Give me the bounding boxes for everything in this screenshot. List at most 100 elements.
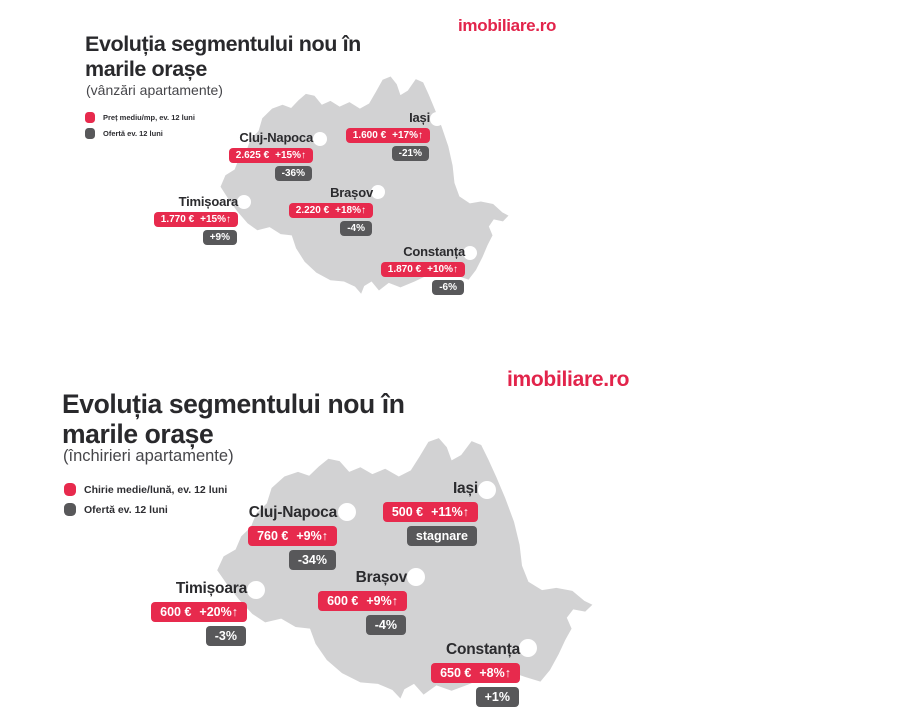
city-dot-brasov <box>407 568 425 586</box>
city-dot-iasi <box>430 112 444 126</box>
offer-pill: -4% <box>340 221 372 236</box>
red-square-icon <box>64 483 76 496</box>
offer-pill: +1% <box>475 687 519 707</box>
price-value: 1.770 € <box>160 214 195 225</box>
legend-label: Ofertă ev. 12 luni <box>103 129 163 138</box>
panel-rentals: imobiliare.ro Evoluția segmentului nou î… <box>0 356 917 712</box>
city-cluj-napoca: Cluj-Napoca 2.625 € +15%↑ -36% <box>228 130 313 181</box>
city-dot-constanta <box>463 246 477 260</box>
price-pill: 2.625 € +15%↑ <box>228 148 313 163</box>
city-constanta: Constanța 650 € +8%↑ +1% <box>431 641 520 707</box>
city-iasi: Iași 1.600 € +17%↑ -21% <box>345 110 430 161</box>
city-dot-constanta <box>519 639 537 657</box>
city-iasi: Iași 500 € +11%↑ stagnare <box>382 480 478 546</box>
romania-map-sales: Iași 1.600 € +17%↑ -21% Cluj-Napoca 2.62… <box>153 74 522 295</box>
rent-value: 600 € <box>160 605 192 619</box>
price-change: +15%↑ <box>275 150 306 161</box>
price-value: 2.220 € <box>295 205 330 216</box>
legend-item-rent: Chirie medie/lună, ev. 12 luni <box>64 483 227 496</box>
city-cluj-napoca: Cluj-Napoca 760 € +9%↑ -34% <box>248 504 337 570</box>
rent-pill: 760 € +9%↑ <box>248 526 337 546</box>
rent-change: +9%↑ <box>366 594 398 608</box>
romania-outline <box>220 76 509 294</box>
city-name: Cluj-Napoca <box>239 130 313 145</box>
city-name: Iași <box>452 480 478 497</box>
offer-pill: stagnare <box>406 526 477 546</box>
city-name: Constanța <box>446 641 520 658</box>
price-pill: 2.220 € +18%↑ <box>288 203 373 218</box>
gray-square-icon <box>85 128 95 139</box>
rent-pill: 600 € +9%↑ <box>318 591 407 611</box>
rent-pill: 650 € +8%↑ <box>431 663 520 683</box>
legend: Chirie medie/lună, ev. 12 luni Ofertă ev… <box>64 483 227 516</box>
brand-logo: imobiliare.ro <box>507 368 630 391</box>
city-name: Constanța <box>403 244 465 259</box>
city-dot-timisoara <box>237 195 251 209</box>
offer-pill: -3% <box>205 626 246 646</box>
price-value: 1.600 € <box>352 130 387 141</box>
city-dot-cluj-napoca <box>338 503 356 521</box>
offer-pill: -6% <box>432 280 464 295</box>
city-brasov: Brașov 600 € +9%↑ -4% <box>318 569 407 635</box>
city-name: Timișoara <box>175 580 247 597</box>
offer-pill: -36% <box>274 166 312 181</box>
red-square-icon <box>85 112 95 123</box>
rent-value: 600 € <box>327 594 359 608</box>
offer-pill: -34% <box>288 550 336 570</box>
romania-outline <box>217 438 593 699</box>
rent-value: 760 € <box>257 529 289 543</box>
city-name: Timișoara <box>178 194 239 209</box>
panel-title: Evoluția segmentului nou în marile orașe <box>85 32 361 81</box>
legend-label: Chirie medie/lună, ev. 12 luni <box>84 483 228 496</box>
city-dot-iasi <box>478 481 496 499</box>
price-change: +15%↑ <box>200 214 231 225</box>
offer-pill: -4% <box>365 615 406 635</box>
rent-pill: 500 € +11%↑ <box>382 502 478 522</box>
gray-square-icon <box>64 503 76 516</box>
rent-value: 650 € <box>440 666 472 680</box>
brand-logo: imobiliare.ro <box>458 16 557 35</box>
legend-label: Preț mediu/mp, ev. 12 luni <box>103 113 195 122</box>
panel-subtitle: (vânzări apartamente) <box>86 82 223 98</box>
city-dot-cluj-napoca <box>313 132 327 146</box>
city-name: Brașov <box>330 185 373 200</box>
panel-sales: imobiliare.ro Evoluția segmentului nou î… <box>85 16 557 295</box>
title-line1: Evoluția segmentului nou în <box>62 389 405 419</box>
rent-change: +9%↑ <box>296 529 328 543</box>
title-line1: Evoluția segmentului nou în <box>85 32 361 56</box>
title-line2: marile orașe <box>62 419 214 450</box>
city-dot-timisoara <box>247 581 265 599</box>
legend-item-offer: Ofertă ev. 12 luni <box>85 128 195 139</box>
rent-change: +20%↑ <box>199 605 238 619</box>
legend-label: Ofertă ev. 12 luni <box>84 503 168 516</box>
city-timisoara: Timișoara 600 € +20%↑ -3% <box>151 580 247 646</box>
city-name: Iași <box>409 110 430 125</box>
legend-item-price: Preț mediu/mp, ev. 12 luni <box>85 112 195 123</box>
rent-value: 500 € <box>391 505 424 519</box>
price-pill: 1.600 € +17%↑ <box>345 128 430 143</box>
price-change: +10%↑ <box>427 264 458 275</box>
price-pill: 1.770 € +15%↑ <box>153 212 238 227</box>
price-value: 1.870 € <box>387 264 422 275</box>
panel-title: Evoluția segmentului nou în marile orașe <box>62 389 405 450</box>
city-brasov: Brașov 2.220 € +18%↑ -4% <box>288 185 373 236</box>
title-line2: marile orașe <box>85 56 207 81</box>
panel-subtitle: (închirieri apartamente) <box>63 447 234 465</box>
price-value: 2.625 € <box>235 150 270 161</box>
rent-pill: 600 € +20%↑ <box>151 602 247 622</box>
price-pill: 1.870 € +10%↑ <box>380 262 465 277</box>
city-dot-brasov <box>371 185 385 199</box>
offer-pill: -21% <box>391 146 429 161</box>
city-name: Brașov <box>355 569 408 586</box>
city-constanta: Constanța 1.870 € +10%↑ -6% <box>380 244 465 295</box>
legend: Preț mediu/mp, ev. 12 luni Ofertă ev. 12… <box>85 112 195 139</box>
city-timisoara: Timișoara 1.770 € +15%↑ +9% <box>153 194 239 245</box>
romania-map-rentals: Iași 500 € +11%↑ stagnare Cluj-Napoca 76… <box>151 435 610 707</box>
offer-pill: +9% <box>202 230 237 245</box>
price-change: +18%↑ <box>335 205 366 216</box>
rent-change: +11%↑ <box>431 505 469 519</box>
legend-item-offer: Ofertă ev. 12 luni <box>64 503 227 516</box>
price-change: +17%↑ <box>392 130 423 141</box>
city-name: Cluj-Napoca <box>248 504 337 521</box>
